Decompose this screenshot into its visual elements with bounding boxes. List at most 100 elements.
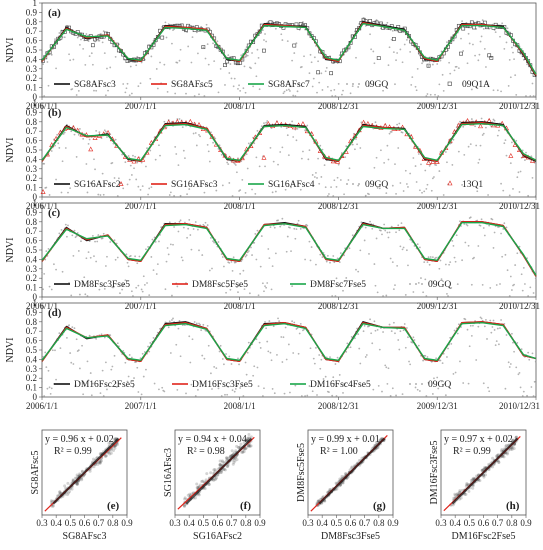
observation-point <box>274 190 277 193</box>
observation-point <box>467 382 470 385</box>
x-tick-label: 2008/12/31 <box>318 101 359 111</box>
scatter-point <box>99 459 103 463</box>
observation-point <box>242 395 245 397</box>
observation-point <box>68 324 70 327</box>
scatter-point <box>374 441 378 445</box>
observation-point <box>129 254 132 257</box>
observation-point <box>501 255 504 258</box>
observation-point <box>423 190 426 193</box>
scatter-point <box>482 475 486 479</box>
y-tick-label: 0.1 <box>26 183 37 193</box>
scatter-point <box>92 457 96 461</box>
observation-point <box>369 220 371 223</box>
observation-point <box>138 255 141 258</box>
observation-point <box>264 165 266 168</box>
observation-point <box>97 193 100 196</box>
observation-point <box>166 247 169 249</box>
observation-point <box>207 63 210 66</box>
observation-point <box>411 341 414 344</box>
y-tick-label: 0.4 <box>26 354 38 364</box>
observation-point <box>437 387 440 390</box>
observation-point <box>496 134 499 137</box>
observation-point <box>479 224 482 227</box>
observation-point <box>320 358 323 361</box>
observation-point <box>169 191 172 194</box>
scatter-point <box>221 460 225 464</box>
y-tick-label: 0.4 <box>26 154 38 164</box>
observation-point <box>47 369 50 372</box>
observation-point <box>41 84 43 87</box>
observation-point <box>502 189 505 192</box>
observation-point <box>73 133 76 136</box>
scatter-point <box>512 447 516 451</box>
scatter-panel-4: 0.3 0.4 0.5 0.6 0.7 0.8 0.9y = 0.97 x + 0.02R²… <box>429 429 532 542</box>
scatter-point <box>98 460 102 464</box>
x-tick-label: 0.4 <box>317 518 329 528</box>
observation-point <box>153 236 156 239</box>
observation-point <box>228 182 231 184</box>
observation-point <box>233 77 236 80</box>
x-tick-label: 0.8 <box>240 518 252 528</box>
observation-point <box>296 90 299 93</box>
observation-point <box>83 276 86 279</box>
observation-point <box>402 190 405 192</box>
observation-point <box>376 328 379 331</box>
legend-dot <box>409 283 411 285</box>
observation-point <box>304 395 307 397</box>
scatter-point <box>466 483 470 487</box>
composite-square <box>459 51 463 56</box>
observation-point <box>223 57 225 60</box>
scatter-point <box>471 486 475 490</box>
observation-point <box>241 178 244 181</box>
composite-square <box>391 37 396 41</box>
observation-point <box>456 283 459 286</box>
observation-point <box>421 191 423 194</box>
observation-point <box>260 235 263 237</box>
observation-point <box>293 321 296 324</box>
observation-point <box>64 147 67 149</box>
observation-point <box>387 236 390 239</box>
observation-point <box>158 388 160 391</box>
observation-point <box>126 183 129 186</box>
observation-point <box>364 226 367 229</box>
observation-point <box>176 285 179 288</box>
observation-point <box>70 130 73 133</box>
observation-point <box>243 288 246 291</box>
legend-label: DM8Fsc7Fse5 <box>310 280 366 290</box>
legend-dot <box>421 383 423 385</box>
observation-point <box>270 359 273 362</box>
observation-point <box>187 227 190 230</box>
observation-point <box>477 325 480 328</box>
r-squared: R² = 0.99 <box>453 446 491 457</box>
x-tick-label: 2010/12/31 <box>499 201 540 211</box>
observation-point <box>203 191 206 194</box>
observation-point <box>50 53 53 56</box>
scatter-point <box>212 478 216 482</box>
observation-point <box>48 285 51 288</box>
observation-point <box>503 222 506 225</box>
observation-point <box>511 289 513 291</box>
x-axis-title: SG8AFsc3 <box>63 531 107 542</box>
observation-point <box>525 95 527 97</box>
observation-point <box>190 383 193 386</box>
observation-point <box>324 70 327 73</box>
observation-point <box>422 359 425 362</box>
observation-point <box>295 139 298 142</box>
observation-point <box>85 257 88 260</box>
observation-point <box>359 147 362 149</box>
observation-point <box>135 286 138 289</box>
observation-point <box>494 31 497 34</box>
scatter-point <box>235 458 239 462</box>
observation-point <box>499 283 501 285</box>
x-tick-label: 0.3 <box>36 518 48 528</box>
observation-point <box>265 327 268 330</box>
y-axis-title: DM16Fsc3Fse5 <box>429 441 440 505</box>
observation-point <box>53 263 55 266</box>
observation-point <box>218 283 221 286</box>
observation-point <box>43 162 46 165</box>
observation-point <box>149 342 152 344</box>
observation-point <box>297 219 300 222</box>
observation-point <box>385 366 388 369</box>
observation-point <box>58 232 61 235</box>
y-tick-label: 0.5 <box>26 145 38 155</box>
